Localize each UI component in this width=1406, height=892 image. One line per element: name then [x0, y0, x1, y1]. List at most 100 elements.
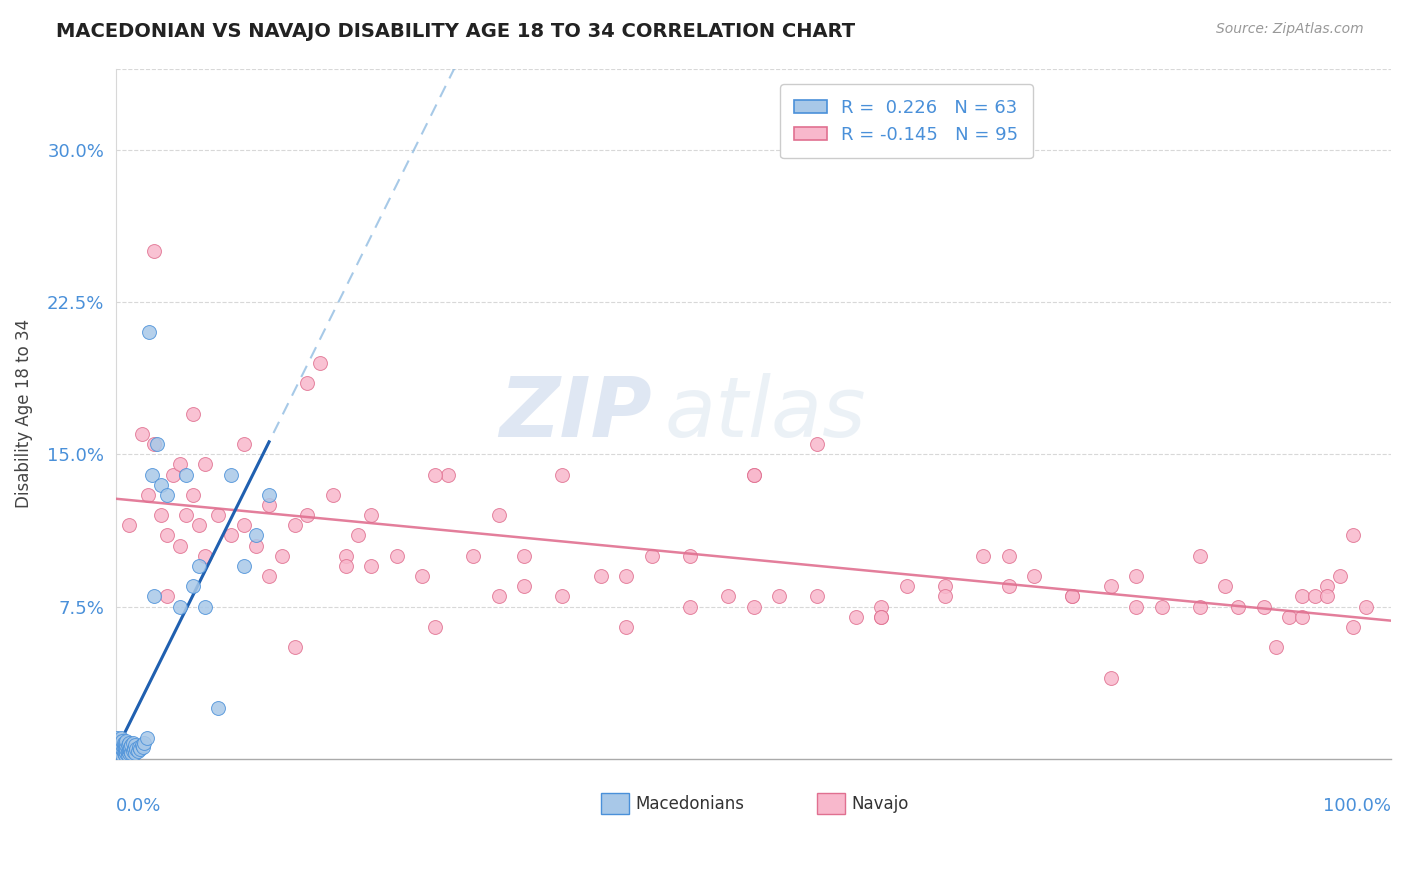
Point [488, 508, 510, 523]
Point [107, 735, 129, 749]
Point [972, 549, 994, 563]
Point [187, 558, 209, 573]
Point [156, 590, 179, 604]
Point [360, 508, 382, 523]
Point [107, 741, 129, 756]
Point [115, 746, 138, 760]
Point [513, 579, 536, 593]
Point [135, 731, 157, 746]
Point [111, 738, 134, 752]
Point [181, 579, 204, 593]
Point [112, 739, 135, 754]
FancyBboxPatch shape [817, 793, 845, 814]
Point [136, 488, 159, 502]
Point [461, 549, 484, 563]
Point [742, 599, 765, 614]
Point [513, 549, 536, 563]
Point [1188, 599, 1211, 614]
Point [120, 744, 142, 758]
Point [207, 701, 229, 715]
Point [411, 569, 433, 583]
Point [997, 549, 1019, 563]
Point [120, 746, 142, 760]
Point [112, 746, 135, 760]
Point [245, 528, 267, 542]
Point [551, 590, 574, 604]
Point [1291, 590, 1313, 604]
Point [870, 599, 893, 614]
Point [1303, 590, 1326, 604]
Point [1253, 599, 1275, 614]
Point [270, 549, 292, 563]
Point [111, 747, 134, 762]
Point [143, 437, 166, 451]
Point [1062, 590, 1084, 604]
Text: Macedonians: Macedonians [636, 795, 744, 813]
Point [174, 508, 197, 523]
Point [149, 477, 172, 491]
Point [120, 738, 142, 752]
Point [194, 599, 217, 614]
Point [232, 558, 254, 573]
FancyBboxPatch shape [600, 793, 628, 814]
Point [129, 741, 152, 756]
Point [156, 528, 179, 542]
Text: Source: ZipAtlas.com: Source: ZipAtlas.com [1216, 22, 1364, 37]
Point [125, 741, 148, 756]
Point [844, 609, 866, 624]
Point [870, 609, 893, 624]
Point [127, 744, 149, 758]
Point [120, 739, 142, 754]
Point [1291, 609, 1313, 624]
Point [114, 747, 136, 762]
Legend: R =  0.226   N = 63, R = -0.145   N = 95: R = 0.226 N = 63, R = -0.145 N = 95 [780, 85, 1033, 159]
Point [207, 508, 229, 523]
Text: Navajo: Navajo [852, 795, 910, 813]
Point [117, 744, 139, 758]
Point [124, 746, 146, 760]
Point [297, 376, 319, 391]
Point [114, 739, 136, 754]
Point [997, 579, 1019, 593]
Point [122, 741, 145, 756]
Point [297, 508, 319, 523]
Y-axis label: Disability Age 18 to 34: Disability Age 18 to 34 [15, 319, 32, 508]
Point [194, 549, 217, 563]
Point [232, 518, 254, 533]
Point [742, 467, 765, 482]
Point [117, 747, 139, 762]
Text: 100.0%: 100.0% [1323, 797, 1391, 814]
Point [128, 739, 150, 754]
Point [284, 518, 307, 533]
Point [1316, 579, 1339, 593]
Point [1125, 599, 1147, 614]
Point [156, 488, 179, 502]
Point [187, 518, 209, 533]
Point [118, 518, 141, 533]
Point [284, 640, 307, 654]
Point [111, 733, 134, 747]
Point [1265, 640, 1288, 654]
Point [423, 467, 446, 482]
Point [1099, 579, 1122, 593]
Point [1022, 569, 1045, 583]
Point [115, 733, 138, 747]
Point [114, 744, 136, 758]
Point [143, 244, 166, 259]
Point [1062, 590, 1084, 604]
Point [257, 498, 280, 512]
Text: 0.0%: 0.0% [117, 797, 162, 814]
Point [423, 620, 446, 634]
Point [1150, 599, 1173, 614]
Point [1341, 620, 1364, 634]
Point [169, 599, 191, 614]
Point [143, 590, 166, 604]
Point [488, 590, 510, 604]
Point [146, 437, 169, 451]
Point [108, 746, 131, 760]
Point [322, 488, 344, 502]
Point [114, 735, 136, 749]
Point [118, 746, 141, 760]
Point [257, 488, 280, 502]
Point [1213, 579, 1236, 593]
